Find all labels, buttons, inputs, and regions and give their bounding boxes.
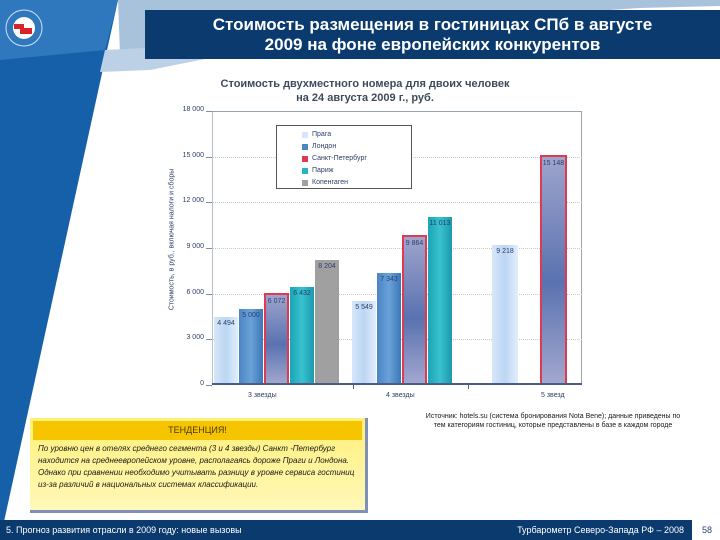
bar-3stars-copenhagen: 8 204 bbox=[315, 260, 339, 385]
bar-4stars-praga: 5 549 bbox=[352, 301, 376, 385]
y-axis-label: Стоимость, в руб., включая налоги и сбор… bbox=[168, 168, 176, 311]
gridline bbox=[212, 248, 582, 249]
bar-3stars-praga: 4 494 bbox=[214, 317, 238, 385]
bar-5stars-spb: 15 148 bbox=[540, 155, 567, 385]
trend-callout: ТЕНДЕНЦИЯ! По уровню цен в отелях средне… bbox=[30, 418, 368, 513]
bar-value: 6 072 bbox=[267, 298, 286, 305]
source-line-1: Источник: hotels.su (система бронировани… bbox=[425, 413, 681, 420]
chart-title: Стоимость двухместного номера для двоих … bbox=[180, 77, 550, 105]
bar-5stars-praga: 9 218 bbox=[492, 245, 518, 385]
bar-value: 6 432 bbox=[293, 290, 311, 297]
legend-item-copenhagen: Копенгаген bbox=[302, 177, 411, 189]
x-category-separator bbox=[353, 383, 354, 389]
y-tick-label: 6 000 bbox=[186, 289, 204, 296]
y-tick-mark bbox=[206, 202, 212, 203]
bar-value: 9 218 bbox=[496, 248, 514, 255]
x-category-label: 5 звезд bbox=[541, 392, 565, 399]
legend-item-praga: Прага bbox=[302, 129, 411, 141]
legend-item-paris: Париж bbox=[302, 165, 411, 177]
legend-swatch bbox=[302, 144, 308, 150]
y-tick-label: 9 000 bbox=[186, 243, 204, 250]
trend-heading: ТЕНДЕНЦИЯ! bbox=[33, 421, 362, 440]
source-note: Источник: hotels.su (система бронировани… bbox=[398, 412, 708, 430]
x-category-label: 4 звезды bbox=[386, 392, 415, 399]
legend-swatch bbox=[302, 180, 308, 186]
bar-4stars-paris: 11 013 bbox=[428, 217, 452, 385]
page-number: 58 bbox=[694, 520, 720, 540]
bar-4stars-london: 7 343 bbox=[377, 273, 401, 385]
title-line-2: 2009 на фоне европейских конкурентов bbox=[264, 35, 601, 54]
title-line-1: Стоимость размещения в гостиницах СПб в … bbox=[212, 15, 653, 34]
legend-item-london: Лондон bbox=[302, 141, 411, 153]
bar-value: 5 549 bbox=[355, 304, 373, 311]
bar-value: 4 494 bbox=[217, 320, 235, 327]
legend-item-spb: Санкт-Петербург bbox=[302, 153, 411, 165]
x-category-label: 3 звезды bbox=[248, 392, 277, 399]
bar-3stars-paris: 6 432 bbox=[290, 287, 314, 385]
legend-label: Париж bbox=[312, 167, 334, 174]
y-tick-label: 18 000 bbox=[182, 106, 204, 113]
bar-4stars-spb: 9 864 bbox=[402, 235, 427, 385]
bar-value: 9 864 bbox=[405, 240, 424, 247]
bar-value: 7 343 bbox=[380, 276, 398, 283]
y-tick-mark bbox=[206, 111, 212, 112]
bar-value: 11 013 bbox=[429, 220, 451, 227]
gridline bbox=[212, 111, 582, 112]
footer-bar: 5. Прогноз развития отрасли в 2009 году:… bbox=[0, 520, 692, 540]
x-category-separator bbox=[468, 383, 469, 389]
bar-chart: 18 000 15 000 12 000 9 000 6 000 3 000 0… bbox=[183, 106, 582, 389]
x-axis bbox=[212, 383, 582, 385]
y-tick-mark bbox=[206, 385, 212, 386]
legend-label: Копенгаген bbox=[312, 179, 348, 186]
bar-value: 15 148 bbox=[542, 160, 565, 167]
source-line-2: тем категориям гостиниц, которые предста… bbox=[433, 422, 673, 429]
bar-value: 8 204 bbox=[318, 263, 336, 270]
chart-title-line-2: на 24 августа 2009 г., руб. bbox=[296, 92, 434, 104]
y-tick-label: 0 bbox=[200, 380, 204, 387]
bar-value: 5 000 bbox=[242, 312, 260, 319]
legend-label: Санкт-Петербург bbox=[312, 155, 367, 162]
legend-label: Лондон bbox=[312, 143, 337, 150]
chart-title-line-1: Стоимость двухместного номера для двоих … bbox=[220, 78, 510, 90]
trend-text: По уровню цен в отелях среднего сегмента… bbox=[38, 444, 355, 489]
legend-swatch bbox=[302, 168, 308, 174]
y-tick-mark bbox=[206, 157, 212, 158]
y-tick-mark bbox=[206, 339, 212, 340]
y-tick-mark bbox=[206, 294, 212, 295]
y-tick-label: 15 000 bbox=[182, 152, 204, 159]
legend-swatch bbox=[302, 132, 308, 138]
legend-label: Прага bbox=[312, 131, 332, 138]
logo-icon bbox=[5, 9, 43, 47]
bar-3stars-spb: 6 072 bbox=[264, 293, 289, 385]
page-title: Стоимость размещения в гостиницах СПб в … bbox=[145, 10, 720, 59]
y-tick-mark bbox=[206, 248, 212, 249]
y-tick-label: 3 000 bbox=[186, 334, 204, 341]
footer-section-title: 5. Прогноз развития отрасли в 2009 году:… bbox=[6, 525, 242, 535]
chart-legend: Прага Лондон Санкт-Петербург Париж Копен… bbox=[276, 125, 412, 189]
gridline bbox=[212, 202, 582, 203]
footer-report-title: Турбарометр Северо-Запада РФ – 2008 bbox=[517, 525, 684, 535]
bar-3stars-london: 5 000 bbox=[239, 309, 263, 385]
y-tick-label: 12 000 bbox=[182, 197, 204, 204]
legend-swatch bbox=[302, 156, 308, 162]
